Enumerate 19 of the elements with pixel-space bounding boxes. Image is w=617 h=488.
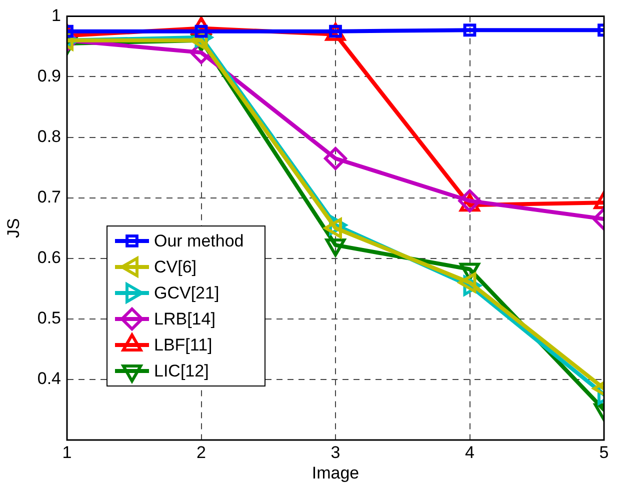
legend-label: Our method: [154, 232, 244, 251]
x-tick-label: 5: [599, 442, 609, 462]
y-tick-label: 0.7: [37, 188, 61, 207]
x-tick-label: 3: [330, 442, 340, 462]
legend-label: LIC[12]: [154, 362, 209, 381]
y-tick-label: 0.9: [37, 66, 61, 86]
y-axis-title: JS: [4, 218, 23, 238]
legend-label: CV[6]: [154, 258, 197, 277]
y-tick-label: 0.8: [37, 126, 61, 146]
y-tick-label: 0.5: [37, 308, 61, 328]
legend-label: LRB[14]: [154, 310, 216, 329]
x-tick-label: 2: [196, 442, 206, 462]
y-tick-label: 0.4: [37, 369, 61, 388]
x-axis-title: Image: [312, 463, 360, 482]
y-tick-label: 0.6: [37, 248, 61, 268]
y-tick-label: 1: [52, 6, 61, 25]
x-tick-label: 4: [465, 442, 474, 462]
legend-label: GCV[21]: [154, 284, 220, 303]
legend-label: LBF[11]: [154, 336, 212, 355]
